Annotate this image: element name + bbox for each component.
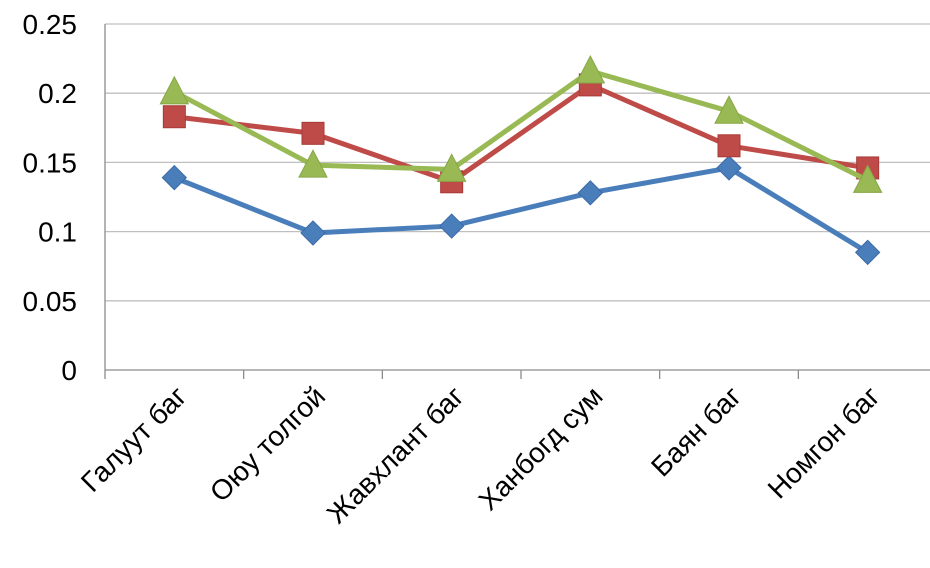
axes <box>104 24 930 379</box>
data-point <box>852 164 883 193</box>
data-point <box>575 54 606 84</box>
data-point <box>162 105 186 129</box>
y-tick-label: 0.25 <box>23 9 78 40</box>
y-tick-label: 0.1 <box>38 217 77 248</box>
series-3 <box>159 54 883 193</box>
y-tick-labels: 0 0.05 0.1 0.15 0.2 0.25 <box>23 9 78 386</box>
x-tick-label: Оюу толгой <box>204 380 331 507</box>
data-point <box>438 213 465 239</box>
series-line <box>171 165 871 255</box>
data-point <box>161 164 188 191</box>
data-point <box>717 134 741 158</box>
x-tick-label: Галуут баг <box>75 380 193 498</box>
data-point <box>714 95 744 124</box>
x-tick-label: Баян баг <box>645 380 747 482</box>
data-point <box>854 239 881 266</box>
data-point <box>436 153 467 182</box>
data-point <box>301 121 325 145</box>
y-tick-label: 0.2 <box>38 78 77 109</box>
data-point <box>716 155 742 181</box>
x-tick-label: Ханбогд сум <box>473 380 609 516</box>
y-tick-label: 0.05 <box>23 286 78 317</box>
data-point <box>298 149 328 178</box>
x-tick-label: Номгон баг <box>762 380 886 504</box>
gridlines <box>105 23 930 302</box>
series <box>159 54 883 266</box>
data-point <box>300 220 326 246</box>
series-line <box>171 68 871 183</box>
x-tick-label: Жавхлант баг <box>321 380 470 529</box>
series-line <box>171 82 871 185</box>
data-point <box>159 75 190 105</box>
data-point <box>577 180 604 206</box>
series-2 <box>162 73 880 194</box>
y-tick-label: 0 <box>61 355 77 386</box>
y-tick-label: 0.15 <box>23 147 78 178</box>
series-1 <box>161 155 881 266</box>
